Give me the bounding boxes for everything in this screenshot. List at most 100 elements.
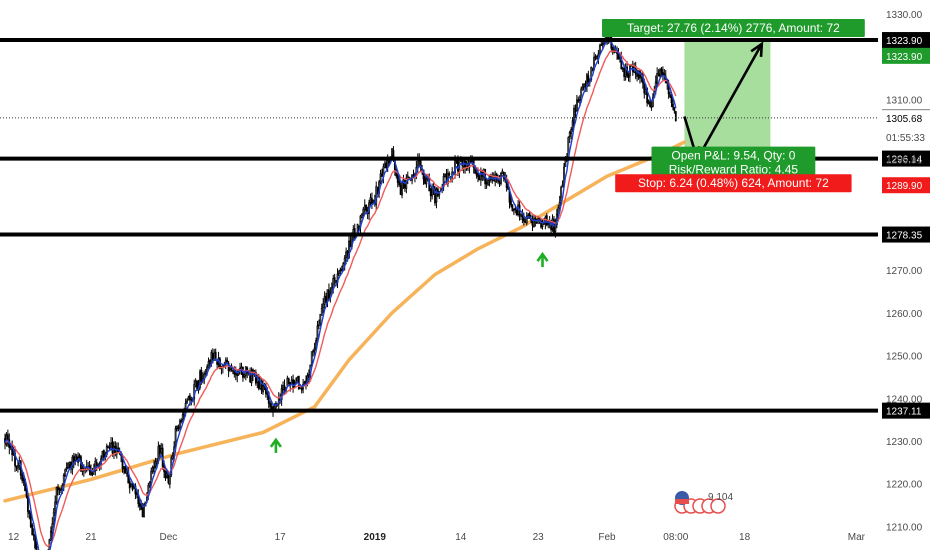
candle-body (231, 369, 234, 372)
candle (252, 368, 254, 382)
candle-body (583, 83, 585, 88)
candle-body (601, 43, 604, 46)
candle-body (573, 107, 575, 123)
candle (158, 444, 161, 459)
level-price-tag-text: 1237.11 (886, 407, 922, 418)
candle (339, 267, 342, 275)
candle (435, 187, 438, 209)
candle (369, 193, 372, 206)
candle (32, 528, 35, 541)
candle-body (140, 504, 143, 510)
candle-body (674, 111, 677, 122)
candle-body (369, 197, 372, 203)
price-tick-label: 1310.00 (886, 95, 923, 106)
level-price-tag: 1323.90 (882, 32, 930, 49)
candle (180, 418, 183, 424)
candle (242, 366, 244, 382)
candle-body (547, 222, 550, 225)
candle-body (561, 184, 564, 188)
candle-body (249, 370, 252, 382)
candle-body (600, 44, 603, 46)
candle-body (501, 170, 504, 174)
candle (465, 161, 468, 171)
candle-body (186, 400, 188, 404)
candle (624, 63, 627, 81)
candle-body (510, 200, 512, 205)
candle-body (578, 98, 581, 101)
candle-body (424, 177, 426, 184)
candle (124, 464, 127, 474)
time-axis: 12 21 Dec 17 2019 14 23 Feb 08:00 18 Mar (8, 532, 866, 543)
candle (405, 174, 408, 194)
candle-body (180, 420, 183, 422)
candle-body (649, 101, 651, 107)
candle-body (363, 205, 366, 210)
candle (303, 380, 306, 384)
candle-body (178, 420, 181, 428)
candle-body (11, 445, 14, 456)
candle-body (623, 68, 626, 78)
candle (333, 273, 336, 287)
candle-body (151, 467, 154, 472)
candle-body (514, 208, 517, 211)
target-label-bg (602, 19, 865, 38)
level-price-tag: 1278.35 (882, 226, 930, 243)
time-tick-label: 08:00 (663, 532, 688, 543)
current-price-tag-bg (882, 109, 930, 126)
candle-body (67, 462, 69, 469)
candle (444, 173, 446, 178)
candle (190, 396, 193, 406)
candle (186, 398, 188, 404)
candle-body (487, 179, 489, 185)
candle (596, 55, 598, 60)
price-tick-label: 1240.00 (886, 394, 923, 405)
candle (187, 395, 190, 401)
candle (575, 94, 578, 112)
candle (31, 522, 34, 536)
candle (262, 379, 264, 395)
candle (627, 72, 630, 82)
candle-body (656, 73, 659, 84)
candle-body (360, 213, 363, 218)
level-price-tag-bg (882, 402, 930, 419)
candle (91, 467, 94, 477)
candle (176, 425, 178, 432)
candle (464, 159, 467, 174)
candle (6, 429, 9, 447)
candle-body (398, 181, 401, 186)
candle (660, 66, 663, 77)
economic-events-icon[interactable]: 9 104 (674, 491, 733, 514)
candle (487, 179, 489, 187)
candle (171, 452, 174, 461)
candle (322, 297, 325, 314)
candle (21, 471, 24, 484)
candle (670, 93, 673, 108)
candle (586, 72, 588, 93)
candle-body (64, 469, 67, 477)
candle (674, 110, 677, 122)
candle (15, 465, 18, 472)
candle-body (621, 67, 624, 70)
candle-body (522, 217, 525, 222)
candle-body (260, 380, 263, 391)
candle (166, 470, 168, 479)
candle-body (171, 455, 174, 460)
candle-body (596, 55, 598, 60)
candle-body (577, 99, 580, 102)
candle-body (448, 173, 451, 176)
candle-body (65, 467, 68, 470)
candle-body (303, 381, 306, 384)
candle-body (211, 353, 214, 361)
candle-body (535, 221, 538, 224)
candle-body (660, 68, 663, 73)
candle-body (479, 170, 482, 181)
candle (399, 182, 402, 196)
candle (424, 175, 426, 185)
candle-body (131, 483, 134, 490)
candle-body (320, 308, 323, 316)
candle-body (49, 531, 52, 541)
level-price-tag-text: 1278.35 (886, 231, 923, 242)
level-price-tag-bg (882, 150, 930, 167)
